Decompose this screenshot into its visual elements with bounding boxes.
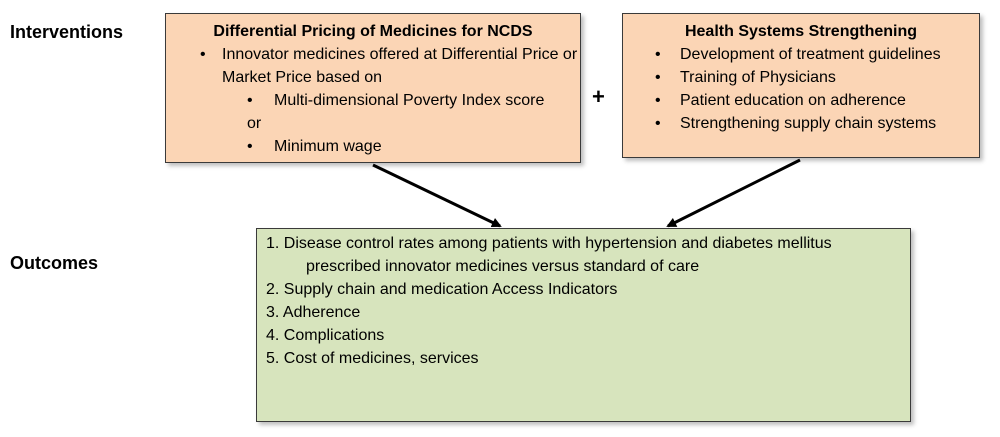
outcomes-list: 1. Disease control rates among patients …: [257, 232, 910, 370]
outcome-item-1-line-1: 1. Disease control rates among patients …: [266, 235, 832, 252]
health-systems-box: Health Systems Strengthening Development…: [622, 13, 980, 158]
arrow-health-to-outcomes: [666, 158, 801, 228]
outcome-item-cost: 5. Cost of medicines, services: [266, 350, 479, 367]
plus-sign: +: [592, 84, 605, 109]
health-item-guidelines: Development of treatment guidelines: [623, 43, 979, 66]
differential-pricing-list: Innovator medicines offered at Different…: [166, 43, 580, 158]
interventions-label: Interventions: [10, 22, 124, 42]
health-item-supply-chain: Strengthening supply chain systems: [623, 112, 979, 135]
differential-pricing-box: Differential Pricing of Medicines for NC…: [165, 13, 581, 163]
outcomes-box: 1. Disease control rates among patients …: [256, 228, 911, 422]
pricing-sub-bullet-wage: Minimum wage: [166, 135, 580, 158]
pricing-sub-bullet-mpi: Multi-dimensional Poverty Index score: [166, 89, 580, 112]
outcome-item-supply-chain: 2. Supply chain and medication Access In…: [266, 281, 618, 298]
health-item-education: Patient education on adherence: [623, 89, 979, 112]
outcome-item-adherence: 3. Adherence: [266, 304, 361, 321]
differential-pricing-title: Differential Pricing of Medicines for NC…: [213, 23, 533, 40]
arrow-pricing-to-outcomes: [372, 163, 502, 228]
outcomes-label: Outcomes: [10, 253, 99, 273]
outcome-item-1-line-2: prescribed innovator medicines versus st…: [306, 258, 700, 275]
health-item-training: Training of Physicians: [623, 66, 979, 89]
outcome-item-disease-control: 1. Disease control rates among patients …: [257, 232, 910, 278]
outcome-item-complications: 4. Complications: [266, 327, 385, 344]
pricing-or-text: or: [247, 115, 262, 132]
health-systems-list: Development of treatment guidelines Trai…: [623, 43, 979, 135]
pricing-bullet-innovator: Innovator medicines offered at Different…: [166, 43, 580, 89]
health-systems-title: Health Systems Strengthening: [684, 23, 918, 40]
